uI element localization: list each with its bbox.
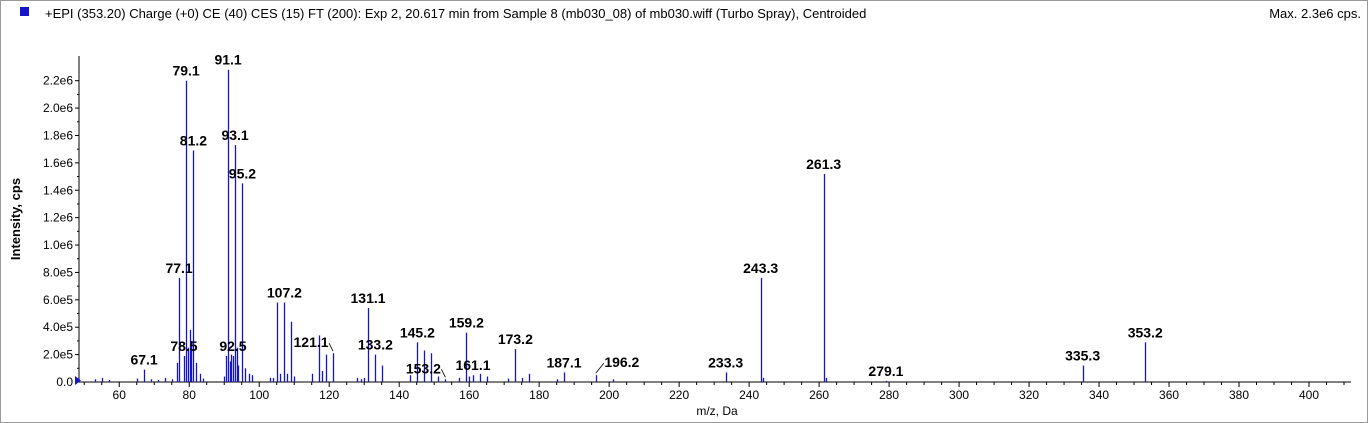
- peak-label: 243.3: [743, 260, 778, 276]
- peak-label: 121.1: [294, 334, 329, 350]
- x-tick-label: 400: [1299, 388, 1319, 402]
- peak-label: 77.1: [165, 260, 192, 276]
- x-axis-title: m/z, Da: [696, 404, 738, 418]
- x-axis-start-marker: [75, 376, 81, 385]
- peak-label: 92.5: [219, 338, 246, 354]
- peak-label: 279.1: [868, 363, 903, 379]
- peak-bars: [94, 69, 1147, 382]
- peak-label: 159.2: [449, 315, 484, 331]
- peak-label: 187.1: [546, 354, 581, 370]
- peak-label: 67.1: [130, 352, 157, 368]
- peak-label: 153.2: [406, 360, 441, 376]
- x-tick-label: 260: [809, 388, 829, 402]
- peak-label: 261.3: [806, 156, 841, 172]
- x-tick-label: 280: [879, 388, 899, 402]
- peak-label: 173.2: [498, 331, 533, 347]
- peak-labels: 67.1 77.1 78.5 79.1 81.2 91.1 92.5 93.1 95.2 107.…: [130, 52, 1163, 379]
- x-tick-label: 60: [113, 388, 127, 402]
- x-tick-label: 180: [529, 388, 549, 402]
- y-tick-label: 0.0: [56, 375, 73, 389]
- x-tick-label: 80: [183, 388, 197, 402]
- x-tick-label: 200: [599, 388, 619, 402]
- peak-label: 93.1: [221, 127, 248, 143]
- peak-label: 161.1: [455, 357, 490, 373]
- peak-label: 133.2: [358, 337, 393, 353]
- peak-label: 131.1: [351, 290, 386, 306]
- peak-label: 95.2: [229, 165, 256, 181]
- peak-label-leader: [595, 362, 605, 374]
- y-tick-label: 6.0e5: [43, 293, 73, 307]
- x-tick-label: 300: [949, 388, 969, 402]
- x-tick-label: 320: [1019, 388, 1039, 402]
- peak-label: 335.3: [1065, 348, 1100, 364]
- x-tick-label: 100: [249, 388, 269, 402]
- peak-label: 353.2: [1128, 324, 1163, 340]
- peak-label-leader: [328, 343, 334, 352]
- x-tick-label: 240: [739, 388, 759, 402]
- x-tick-label: 160: [459, 388, 479, 402]
- x-tick-label: 140: [389, 388, 409, 402]
- x-tick-label: 360: [1159, 388, 1179, 402]
- legend-swatch: [20, 7, 29, 16]
- x-tick-label: 380: [1229, 388, 1249, 402]
- y-tick-label: 2.0e6: [43, 101, 73, 115]
- peak-label: 79.1: [172, 63, 199, 79]
- peak-label: 81.2: [180, 133, 207, 149]
- peak-label: 107.2: [267, 285, 302, 301]
- peak-label: 233.3: [708, 354, 743, 370]
- y-tick-label: 1.4e6: [43, 183, 73, 197]
- peak-label: 91.1: [214, 52, 241, 68]
- y-tick-label: 4.0e5: [43, 320, 73, 334]
- x-tick-label: 120: [319, 388, 339, 402]
- y-axis-title: Intensity, cps: [8, 178, 23, 260]
- y-tick-label: 2.2e6: [43, 74, 73, 88]
- x-tick-label: 220: [669, 388, 689, 402]
- max-intensity-label: Max. 2.3e6 cps.: [1269, 6, 1361, 21]
- peak-label: 196.2: [604, 354, 639, 370]
- peak-label: 145.2: [400, 324, 435, 340]
- x-tick-label: 340: [1089, 388, 1109, 402]
- spectrum-title: +EPI (353.20) Charge (+0) CE (40) CES (1…: [45, 6, 867, 21]
- peak-label-leader: [441, 369, 446, 378]
- y-tick-label: 1.0e6: [43, 238, 73, 252]
- axes: 60 80 100 120 140 160 180 200 220 240 260 280 300 320…: [43, 56, 1351, 402]
- y-tick-label: 8.0e5: [43, 265, 73, 279]
- y-tick-label: 1.6e6: [43, 156, 73, 170]
- peak-label: 78.5: [170, 338, 197, 354]
- y-tick-label: 2.0e5: [43, 348, 73, 362]
- y-tick-label: 1.2e6: [43, 211, 73, 225]
- y-tick-label: 1.8e6: [43, 128, 73, 142]
